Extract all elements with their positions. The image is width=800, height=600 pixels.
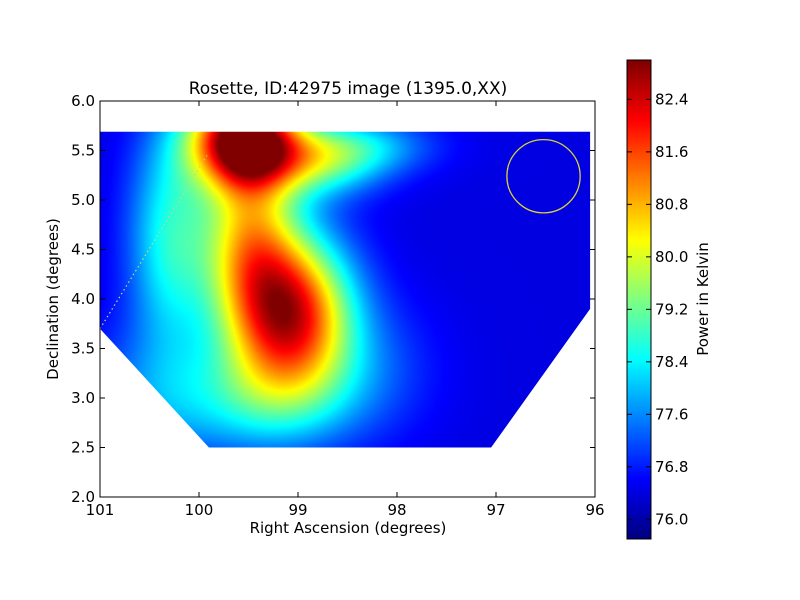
colorbar-tick-label: 77.6 xyxy=(655,405,688,423)
x-axis-label: Right Ascension (degrees) xyxy=(250,519,447,537)
x-tick-label: 98 xyxy=(387,501,406,519)
colorbar-tick-label: 78.4 xyxy=(655,353,688,371)
x-axis-ticks: 101 100 99 98 97 96 xyxy=(86,101,605,519)
colorbar-tick-label: 76.0 xyxy=(655,510,688,528)
colorbar-tick-label: 81.6 xyxy=(655,143,688,161)
y-tick-label: 5.0 xyxy=(71,191,95,209)
y-tick-label: 2.5 xyxy=(71,439,95,457)
y-tick-label: 3.0 xyxy=(71,389,95,407)
colorbar-tick-label: 76.8 xyxy=(655,458,688,476)
colorbar-tick-label: 79.2 xyxy=(655,300,688,318)
x-tick-label: 101 xyxy=(86,501,115,519)
beam-circle xyxy=(506,138,581,214)
colorbar-ticks: 76.0 76.8 77.6 78.4 79.2 80.0 80.8 81.6 82.4 xyxy=(627,90,688,528)
x-tick-label: 99 xyxy=(288,501,307,519)
colorbar-tick-label: 80.8 xyxy=(655,195,688,213)
chart-title: Rosette, ID:42975 image (1395.0,XX) xyxy=(189,79,507,99)
colorbar-frame xyxy=(626,59,652,540)
y-tick-label: 4.0 xyxy=(71,290,95,308)
heatmap-image xyxy=(100,131,591,448)
colorbar-tick-label: 82.4 xyxy=(655,90,688,108)
y-axis-label: Declination (degrees) xyxy=(44,218,62,380)
y-tick-label: 2.0 xyxy=(71,488,95,506)
colorbar-label: Power in Kelvin xyxy=(694,242,712,356)
y-tick-label: 5.5 xyxy=(71,142,95,160)
y-tick-label: 6.0 xyxy=(71,92,95,110)
x-tick-label: 97 xyxy=(486,501,505,519)
y-axis-ticks: 2.0 2.5 3.0 3.5 4.0 4.5 5.0 5.5 6.0 xyxy=(71,92,595,506)
x-tick-label: 96 xyxy=(585,501,604,519)
y-tick-label: 4.5 xyxy=(71,241,95,259)
x-tick-label: 100 xyxy=(185,501,214,519)
y-tick-label: 3.5 xyxy=(71,340,95,358)
colorbar-tick-label: 80.0 xyxy=(655,248,688,266)
colorbar-image xyxy=(627,60,651,539)
